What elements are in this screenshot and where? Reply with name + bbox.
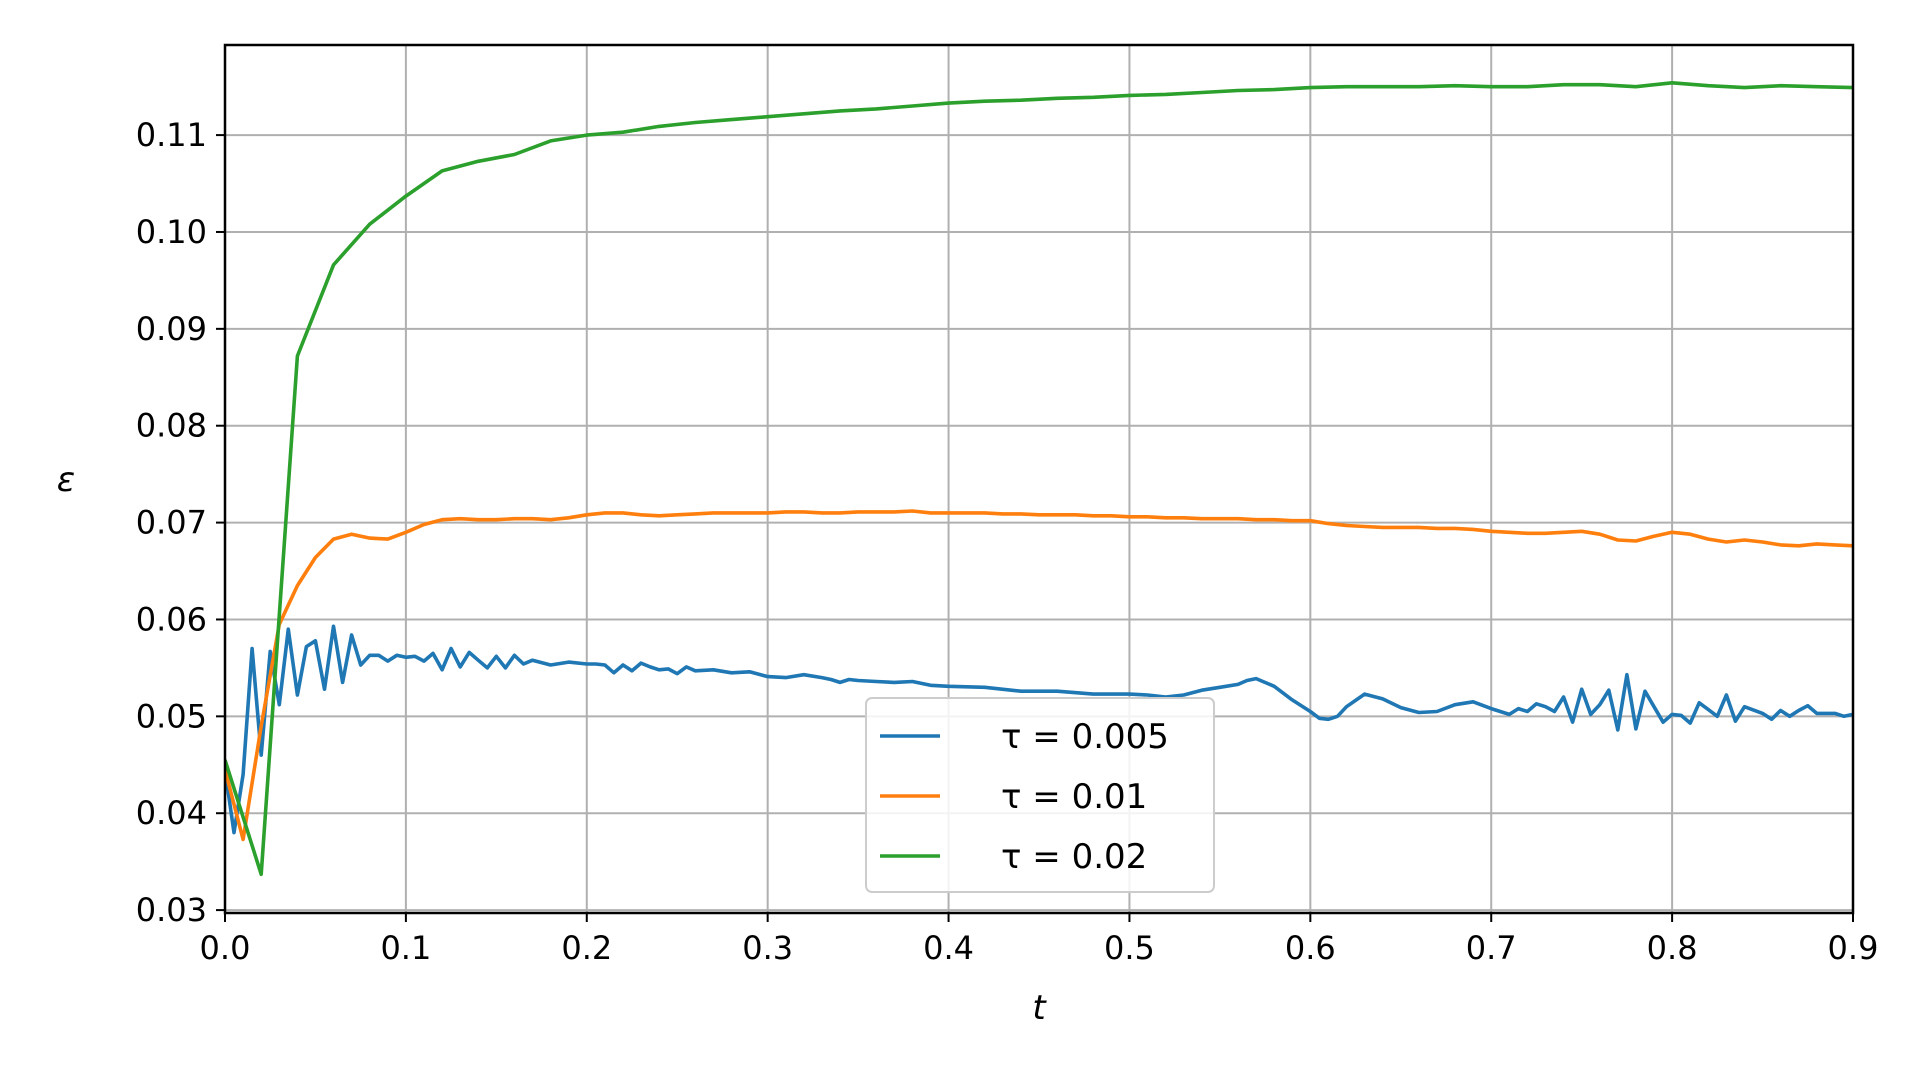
- y-tick-label: 0.09: [136, 310, 207, 348]
- x-tick-label: 0.3: [742, 929, 793, 967]
- legend-box: [865, 697, 1215, 893]
- plot-frame: [223, 43, 1855, 915]
- series-layer: [225, 81, 1853, 877]
- y-tick-label: 0.08: [136, 407, 207, 445]
- ticks: 0.0 0.1 0.2 0.3 0.4 0.5 0.6 0.7 0.8 0.9 0.03 0.04 0.…: [136, 116, 1879, 967]
- legend: τ = 0.005 τ = 0.01 τ = 0.02: [865, 697, 1215, 893]
- x-tick-label: 0.8: [1647, 929, 1698, 967]
- y-tick-label: 0.03: [136, 891, 207, 929]
- x-tick-label: 0.1: [380, 929, 431, 967]
- y-tick-label: 0.10: [136, 213, 207, 251]
- x-tick-label: 0.4: [923, 929, 974, 967]
- y-tick-label: 0.11: [136, 116, 207, 154]
- x-tick-label: 0.9: [1828, 929, 1879, 967]
- x-tick-label: 0.5: [1104, 929, 1155, 967]
- series-line-3: [225, 81, 1853, 877]
- y-tick-label: 0.04: [136, 794, 207, 832]
- legend-label-3: τ = 0.02: [1001, 837, 1147, 877]
- x-tick-label: 0.2: [561, 929, 612, 967]
- series-line-1: [225, 624, 1853, 835]
- x-tick-label: 0.7: [1466, 929, 1517, 967]
- y-tick-label: 0.05: [136, 697, 207, 735]
- series-line-2: [225, 509, 1853, 842]
- x-tick-label: 0.6: [1285, 929, 1336, 967]
- legend-label-2: τ = 0.01: [1001, 777, 1147, 817]
- y-axis-label: ε: [57, 460, 75, 500]
- x-tick-label: 0.0: [200, 929, 251, 967]
- x-axis-label: t: [1032, 988, 1047, 1028]
- y-tick-label: 0.07: [136, 504, 207, 542]
- y-tick-label: 0.06: [136, 600, 207, 638]
- legend-label-1: τ = 0.005: [1001, 717, 1169, 757]
